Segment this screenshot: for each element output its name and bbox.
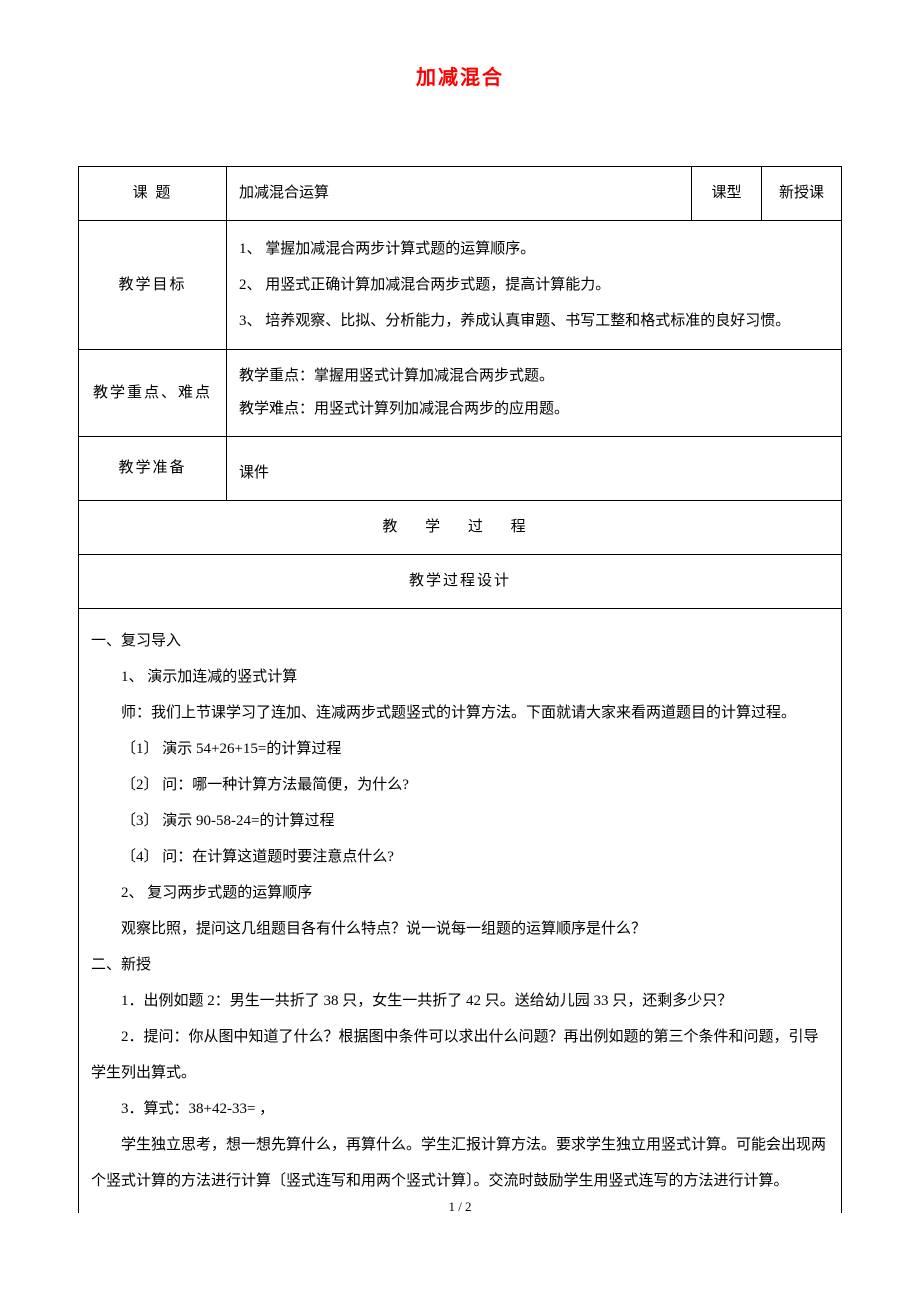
- goals-row: 教学目标 1、 掌握加减混合两步计算式题的运算顺序。 2、 用竖式正确计算加减混…: [79, 221, 842, 350]
- topic-value: 加减混合运算: [227, 167, 692, 221]
- s1-item2: 2、 复习两步式题的运算顺序: [91, 875, 829, 911]
- s2-item2: 2．提问：你从图中知道了什么？根据图中条件可以求出什么问题？再出例如题的第三个条…: [91, 1019, 829, 1091]
- difficult-point: 教学难点：用竖式计算列加减混合两步的应用题。: [239, 393, 829, 426]
- process-header-row: 教 学 过 程: [79, 501, 842, 555]
- content-row: 一、复习导入 1、 演示加连减的竖式计算 师：我们上节课学习了连加、连减两步式题…: [79, 609, 842, 1214]
- goals-content: 1、 掌握加减混合两步计算式题的运算顺序。 2、 用竖式正确计算加减混合两步式题…: [227, 221, 842, 350]
- s1-sub1: 〔1〕 演示 54+26+15=的计算过程: [91, 731, 829, 767]
- key-point: 教学重点：掌握用竖式计算加减混合两步式题。: [239, 360, 829, 393]
- key-difficult-row: 教学重点、难点 教学重点：掌握用竖式计算加减混合两步式题。 教学难点：用竖式计算…: [79, 350, 842, 437]
- process-header: 教 学 过 程: [79, 501, 842, 555]
- prep-label: 教学准备: [79, 437, 227, 501]
- document-title: 加减混合: [78, 60, 842, 96]
- s2-item1: 1．出例如题 2：男生一共折了 38 只，女生一共折了 42 只。送给幼儿园 3…: [91, 983, 829, 1019]
- s1-item1: 1、 演示加连减的竖式计算: [91, 659, 829, 695]
- section2-title: 二、新授: [91, 947, 829, 983]
- section1-title: 一、复习导入: [91, 623, 829, 659]
- s1-teacher: 师：我们上节课学习了连加、连减两步式题竖式的计算方法。下面就请大家来看两道题目的…: [91, 695, 829, 731]
- s1-sub3: 〔3〕 演示 90-58-24=的计算过程: [91, 803, 829, 839]
- prep-row: 教学准备 课件: [79, 437, 842, 501]
- goal-item: 2、 用竖式正确计算加减混合两步式题，提高计算能力。: [239, 267, 829, 303]
- lesson-plan-table: 课 题 加减混合运算 课型 新授课 教学目标 1、 掌握加减混合两步计算式题的运…: [78, 166, 842, 1213]
- header-row: 课 题 加减混合运算 课型 新授课: [79, 167, 842, 221]
- s1-sub4: 〔4〕 问：在计算这道题时要注意点什么?: [91, 839, 829, 875]
- key-difficult-content: 教学重点：掌握用竖式计算加减混合两步式题。 教学难点：用竖式计算列加减混合两步的…: [227, 350, 842, 437]
- content-body: 一、复习导入 1、 演示加连减的竖式计算 师：我们上节课学习了连加、连减两步式题…: [79, 609, 842, 1214]
- s2-item3: 3．算式：38+42-33= ，: [91, 1091, 829, 1127]
- type-value: 新授课: [762, 167, 842, 221]
- prep-value: 课件: [227, 437, 842, 501]
- topic-label: 课 题: [79, 167, 227, 221]
- design-header: 教学过程设计: [79, 555, 842, 609]
- s1-observe: 观察比照，提问这几组题目各有什么特点？说一说每一组题的运算顺序是什么？: [91, 911, 829, 947]
- s2-think: 学生独立思考，想一想先算什么，再算什么。学生汇报计算方法。要求学生独立用竖式计算…: [91, 1127, 829, 1199]
- design-header-row: 教学过程设计: [79, 555, 842, 609]
- s1-sub2: 〔2〕 问：哪一种计算方法最简便，为什么?: [91, 767, 829, 803]
- goal-item: 3、 培养观察、比拟、分析能力，养成认真审题、书写工整和格式标准的良好习惯。: [239, 303, 829, 339]
- goals-label: 教学目标: [79, 221, 227, 350]
- type-label: 课型: [692, 167, 762, 221]
- goal-item: 1、 掌握加减混合两步计算式题的运算顺序。: [239, 231, 829, 267]
- key-difficult-label: 教学重点、难点: [79, 350, 227, 437]
